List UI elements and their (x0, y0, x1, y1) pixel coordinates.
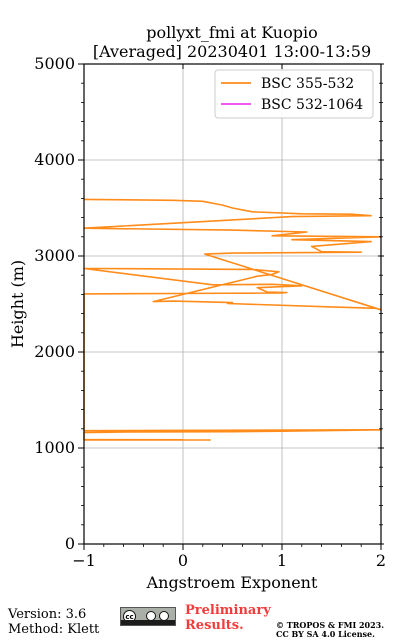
version-text: Version: 3.6 (8, 607, 87, 622)
y-tick-label: 2000 (34, 342, 75, 361)
x-tick-label: 0 (178, 551, 188, 570)
x-tick-label: 2 (376, 551, 386, 570)
y-tick-label: 1000 (34, 438, 75, 457)
x-tick-label: −1 (72, 551, 96, 570)
y-tick-label: 3000 (34, 246, 75, 265)
y-tick-label: 0 (65, 534, 75, 553)
chart-title: pollyxt_fmi at Kuopio (146, 23, 317, 42)
series-layer (83, 198, 382, 441)
series-line (83, 198, 382, 441)
legend: BSC 355-532 BSC 532-1064 (214, 69, 374, 119)
x-tick-label: 1 (277, 551, 287, 570)
chart-subtitle: [Averaged] 20230401 13:00-13:59 (93, 42, 371, 61)
method-text: Method: Klett (8, 622, 100, 637)
cc-by-sa-badge-icon: cc (120, 607, 176, 626)
y-tick-label: 5000 (34, 54, 75, 73)
legend-label: BSC 355-532 (261, 76, 354, 92)
preliminary-notice-line2: Results. (185, 618, 244, 633)
plot-frame (83, 63, 382, 545)
preliminary-notice-line1: Preliminary (185, 603, 271, 618)
legend-box (214, 69, 374, 119)
copyright-line1: © TROPOS & FMI 2023. (276, 620, 385, 630)
copyright-line2: CC BY SA 4.0 License. (276, 629, 375, 639)
y-axis-label: Height (m) (8, 260, 27, 348)
x-axis-label: Angstroem Exponent (146, 573, 318, 592)
y-tick-label: 4000 (34, 150, 75, 169)
legend-label: BSC 532-1064 (261, 97, 363, 113)
angstroem-profile-chart: pollyxt_fmi at Kuopio [Averaged] 2023040… (8, 23, 386, 592)
